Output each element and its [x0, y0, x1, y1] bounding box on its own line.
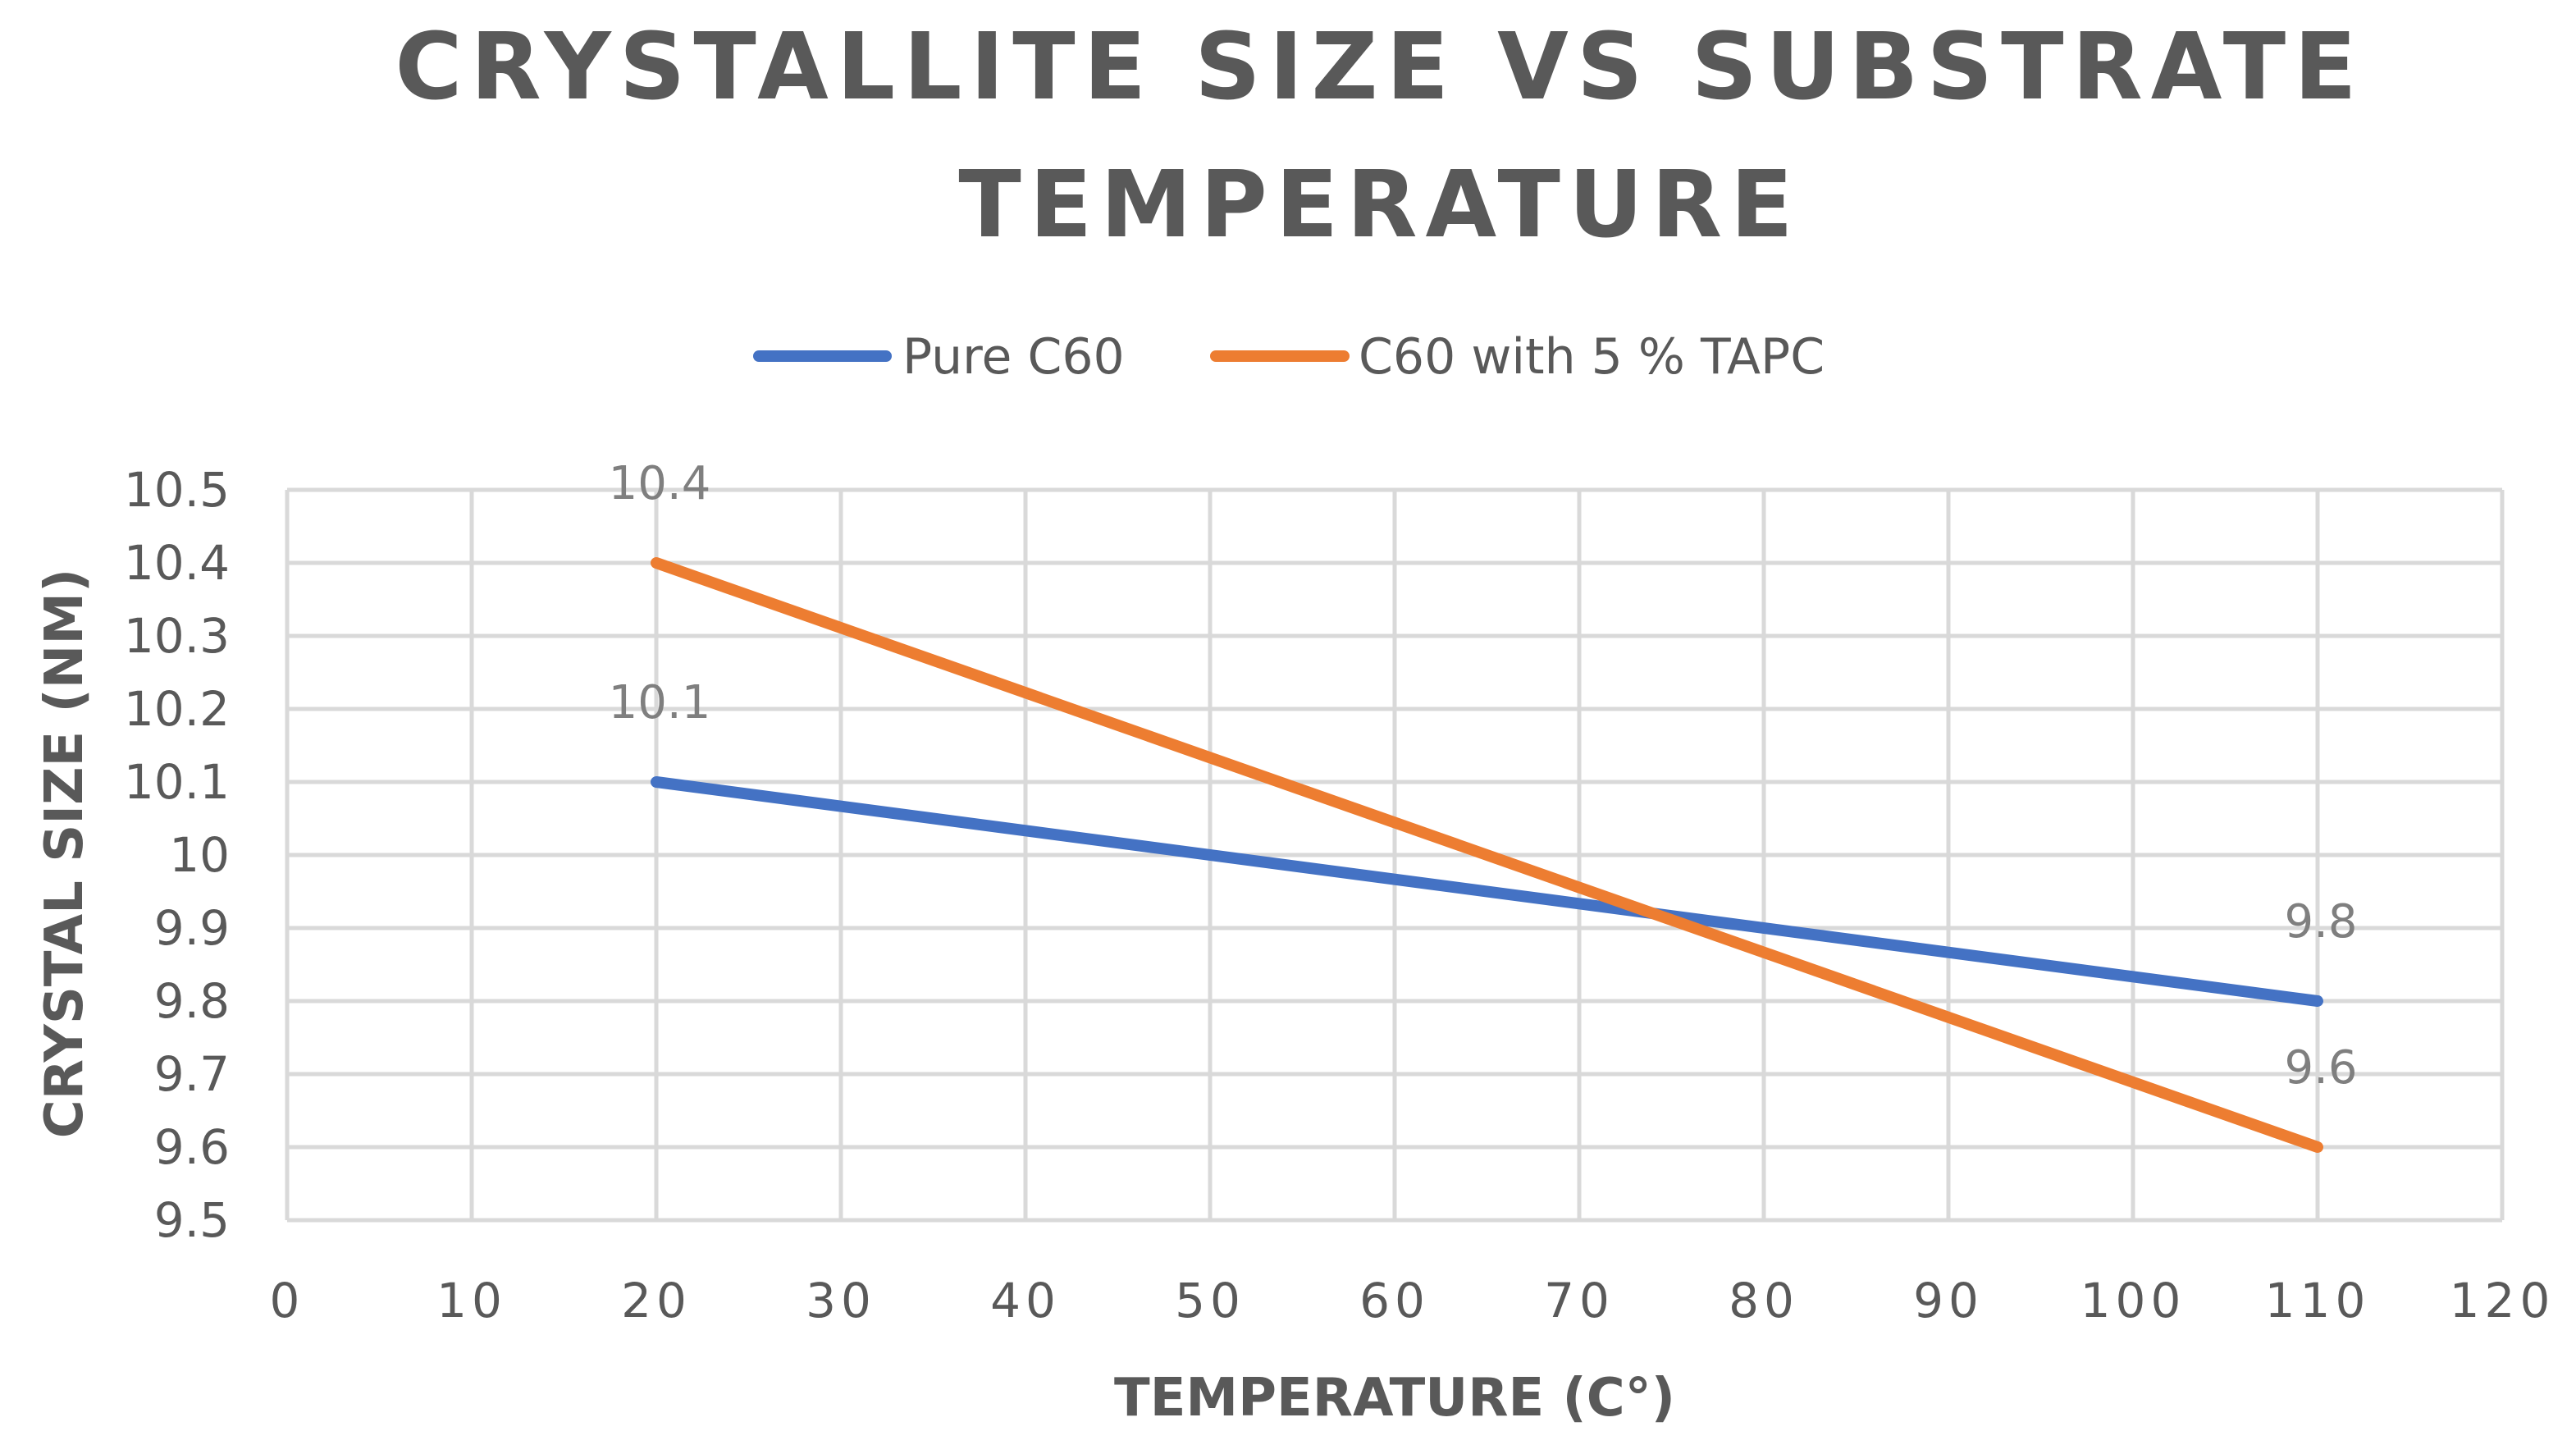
- x-axis-tick-labels: 0 10 20 30 40 50 60 70 80 90 100 110 120: [270, 1273, 2555, 1328]
- series-line-1: [651, 557, 2323, 1153]
- y-tick-label: 9.6: [154, 1119, 230, 1175]
- data-label: 10.4: [609, 457, 711, 510]
- y-tick-label: 9.5: [154, 1192, 230, 1248]
- data-labels: 10.1 9.8 10.4 9.6: [609, 457, 2358, 1095]
- x-tick-label: 30: [806, 1273, 876, 1328]
- y-axis-tick-labels: 9.5 9.6 9.7 9.8 9.9 10 10.1 10.2 10.3 10.4 10.5: [124, 462, 230, 1248]
- data-label: 10.1: [609, 676, 711, 729]
- x-tick-label: 90: [1913, 1273, 1984, 1328]
- x-tick-label: 0: [270, 1273, 305, 1328]
- series-line-0: [651, 776, 2323, 1007]
- y-tick-label: 10.3: [124, 608, 230, 664]
- y-tick-label: 10.4: [124, 535, 230, 591]
- y-tick-label: 10: [169, 827, 230, 883]
- chart-title: CRYSTALLITE SIZE VS SUBSTRATE TEMPERATUR…: [395, 14, 2364, 258]
- y-tick-label: 10.5: [124, 462, 230, 518]
- data-label: 9.8: [2284, 895, 2357, 949]
- legend-label-1: C60 with 5 % TAPC: [1359, 328, 1825, 386]
- chart-title-line-2: TEMPERATURE: [958, 152, 1801, 258]
- y-tick-label: 9.8: [154, 973, 230, 1029]
- series-lines: [651, 557, 2323, 1153]
- y-tick-label: 9.7: [154, 1046, 230, 1102]
- y-tick-label: 9.9: [154, 900, 230, 956]
- data-label: 9.6: [2284, 1041, 2357, 1095]
- x-tick-label: 40: [990, 1273, 1061, 1328]
- x-tick-label: 120: [2450, 1273, 2555, 1328]
- vertical-gridlines: [285, 490, 2505, 1220]
- y-tick-label: 10.1: [124, 754, 230, 810]
- y-tick-label: 10.2: [124, 681, 230, 737]
- x-tick-label: 70: [1544, 1273, 1615, 1328]
- x-tick-label: 20: [621, 1273, 692, 1328]
- chart-title-line-1: CRYSTALLITE SIZE VS SUBSTRATE: [395, 14, 2364, 121]
- x-tick-label: 10: [436, 1273, 507, 1328]
- x-tick-label: 100: [2080, 1273, 2186, 1328]
- x-axis-title: TEMPERATURE (C°): [1114, 1368, 1675, 1429]
- legend-label-0: Pure C60: [902, 328, 1125, 386]
- x-tick-label: 110: [2265, 1273, 2371, 1328]
- y-axis-title: CRYSTAL SIZE (NM): [34, 569, 95, 1139]
- x-tick-label: 60: [1359, 1273, 1430, 1328]
- x-tick-label: 50: [1175, 1273, 1245, 1328]
- x-tick-label: 80: [1729, 1273, 1799, 1328]
- legend: Pure C60 C60 with 5 % TAPC: [753, 328, 1825, 386]
